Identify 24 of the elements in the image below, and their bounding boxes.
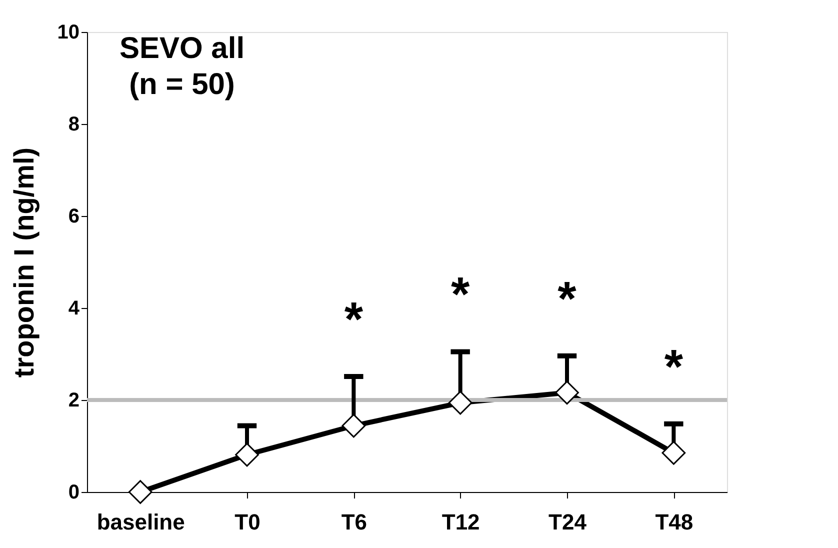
point xyxy=(555,380,579,405)
point xyxy=(235,442,259,467)
x-tick-label: T0 xyxy=(234,510,260,534)
y-tick-label: 2 xyxy=(68,390,80,412)
point xyxy=(128,480,152,504)
point xyxy=(662,440,686,465)
y-tick-label: 6 xyxy=(68,206,80,228)
x-tick-label: T12 xyxy=(442,510,480,534)
y-tick-label: 8 xyxy=(68,114,80,136)
x-tick-label: baseline xyxy=(96,510,185,534)
x-tick-label: T48 xyxy=(655,510,694,534)
annotation: * xyxy=(344,294,364,347)
y-axis-title: troponin I (ng/ml) xyxy=(8,147,40,378)
y-tick-label: 10 xyxy=(57,22,80,44)
x-tick-label: T24 xyxy=(548,510,588,534)
annotation: * xyxy=(450,268,470,322)
annotation: * xyxy=(664,340,684,394)
y-tick-label: 0 xyxy=(68,482,80,504)
point xyxy=(342,414,366,438)
text: SEVO all (n = 50) xyxy=(119,32,245,101)
y-tick-label: 4 xyxy=(68,298,80,320)
point xyxy=(448,390,472,415)
x-tick-label: T6 xyxy=(341,510,368,534)
annotation: * xyxy=(558,272,577,326)
